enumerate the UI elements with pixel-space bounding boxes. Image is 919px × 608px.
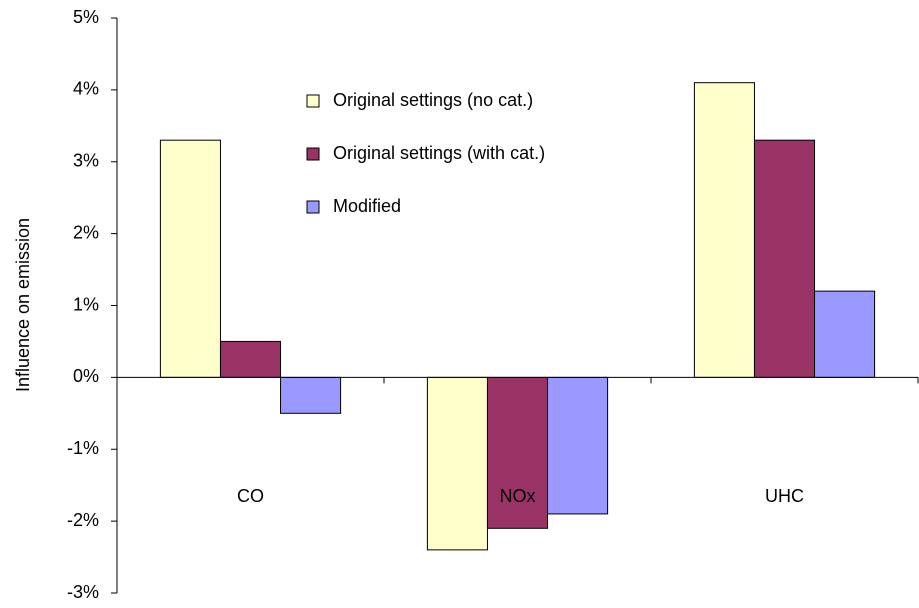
y-tick-label: -1% (67, 438, 99, 458)
bar (753, 139, 816, 378)
bar (280, 376, 342, 414)
y-tick-label: 2% (73, 222, 99, 242)
legend-swatch (306, 200, 320, 214)
bar (693, 82, 755, 378)
y-tick-label: -3% (67, 582, 99, 602)
bar (814, 290, 876, 378)
bar (426, 376, 488, 551)
legend-label: Original settings (no cat.) (333, 90, 533, 110)
y-tick-label: 4% (73, 79, 99, 99)
bar (219, 340, 282, 378)
legend-swatch (306, 147, 320, 161)
bar (159, 139, 221, 378)
y-tick-label: 0% (73, 366, 99, 386)
legend-label: Modified (333, 196, 401, 216)
legend-swatch (306, 94, 320, 108)
y-tick-label: -2% (67, 510, 99, 530)
y-axis-title: Influence on emission (13, 218, 33, 392)
bar (547, 376, 609, 515)
x-tick-label: NOx (500, 486, 536, 506)
y-tick-label: 5% (73, 7, 99, 27)
x-tick-label: CO (237, 486, 264, 506)
legend-label: Original settings (with cat.) (333, 143, 545, 163)
x-tick-label: UHC (765, 486, 804, 506)
y-tick-label: 3% (73, 151, 99, 171)
y-tick-label: 1% (73, 294, 99, 314)
